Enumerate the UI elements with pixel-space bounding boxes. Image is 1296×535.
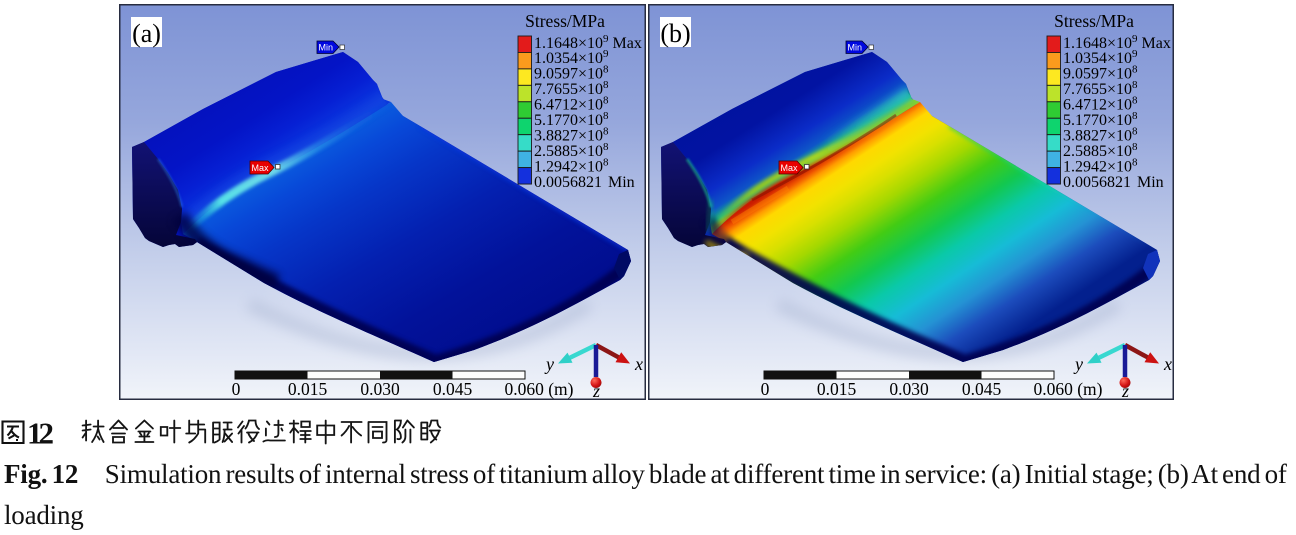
svg-text:2.5885×108: 2.5885×108 [534,141,609,160]
svg-text:6.4712×108: 6.4712×108 [534,95,609,114]
svg-text:Min: Min [319,42,334,52]
svg-text:2.5885×108: 2.5885×108 [1063,141,1138,160]
svg-text:(a): (a) [132,19,161,48]
svg-text:Max: Max [781,163,799,173]
svg-text:1.0354×109: 1.0354×109 [534,48,609,67]
svg-text:Stress/MPa: Stress/MPa [1054,11,1134,31]
svg-text:0.015: 0.015 [288,379,328,399]
svg-text:x: x [634,354,643,374]
svg-text:0.060 (m): 0.060 (m) [1033,379,1102,399]
svg-text:0.015: 0.015 [817,379,857,399]
svg-text:0.045: 0.045 [962,379,1002,399]
svg-text:1.2942×108: 1.2942×108 [1063,156,1138,175]
svg-text:0.045: 0.045 [433,379,473,399]
svg-text:(b): (b) [660,19,690,48]
svg-text:0.030: 0.030 [889,379,929,399]
svg-text:0.030: 0.030 [360,379,400,399]
svg-text:z: z [1121,381,1129,400]
svg-text:y: y [1073,354,1083,374]
svg-text:12: 12 [27,416,54,451]
svg-text:5.1770×108: 5.1770×108 [1063,110,1138,129]
svg-text:y: y [544,354,554,374]
svg-text:x: x [1163,354,1172,374]
svg-text:z: z [592,381,600,400]
svg-text:Min: Min [848,42,863,52]
svg-text:6.4712×108: 6.4712×108 [1063,95,1138,114]
svg-text:9.0597×108: 9.0597×108 [1063,64,1138,83]
svg-text:1.2942×108: 1.2942×108 [534,156,609,175]
svg-text:0: 0 [232,379,241,399]
svg-text:Max: Max [252,163,270,173]
svg-text:0: 0 [761,379,770,399]
svg-text:3.8827×108: 3.8827×108 [534,125,609,144]
svg-text:9.0597×108: 9.0597×108 [534,64,609,83]
svg-text:3.8827×108: 3.8827×108 [1063,125,1138,144]
svg-text:1.0354×109: 1.0354×109 [1063,48,1138,67]
svg-text:7.7655×108: 7.7655×108 [1063,79,1138,98]
svg-text:7.7655×108: 7.7655×108 [534,79,609,98]
svg-text:Stress/MPa: Stress/MPa [525,11,605,31]
svg-text:0.060 (m): 0.060 (m) [504,379,573,399]
svg-text:5.1770×108: 5.1770×108 [534,110,609,129]
